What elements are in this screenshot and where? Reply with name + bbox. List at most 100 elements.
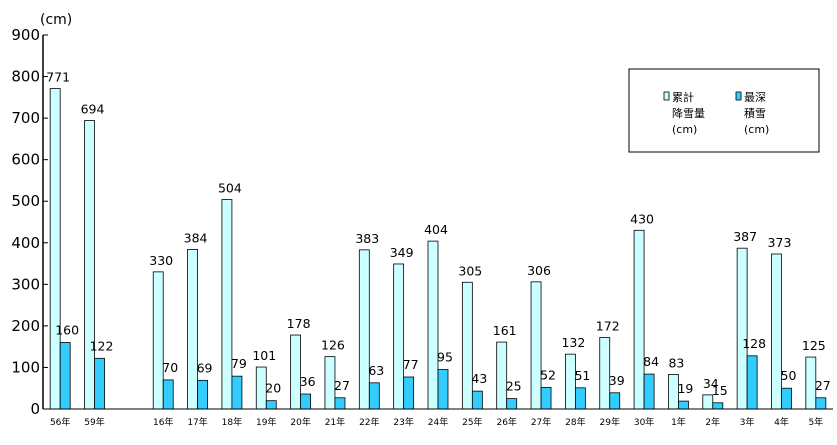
data-label-cumulative-snowfall: 178 bbox=[287, 316, 311, 331]
category-label: 17年 bbox=[187, 416, 207, 428]
category-label: 21年 bbox=[325, 416, 345, 428]
data-label-max-snow-depth: 19 bbox=[677, 381, 693, 396]
data-label-max-snow-depth: 27 bbox=[815, 378, 831, 393]
legend-label: (cm) bbox=[672, 123, 697, 136]
category-label: 2年 bbox=[705, 416, 720, 428]
legend-box bbox=[628, 68, 820, 153]
category-label: 24年 bbox=[428, 416, 448, 428]
bar-max-snow-depth bbox=[471, 390, 483, 410]
bar-cumulative-snowfall bbox=[633, 229, 645, 410]
data-label-max-snow-depth: 84 bbox=[643, 354, 659, 369]
legend-swatch-max-snow-depth bbox=[735, 91, 742, 101]
data-label-cumulative-snowfall: 101 bbox=[252, 348, 276, 363]
bar-max-snow-depth bbox=[643, 373, 655, 410]
category-label: 16年 bbox=[153, 416, 173, 428]
category-label: 4年 bbox=[774, 416, 789, 428]
data-label-max-snow-depth: 77 bbox=[403, 357, 419, 372]
bar-max-snow-depth bbox=[678, 400, 689, 410]
legend-label: 累計 bbox=[672, 90, 694, 104]
data-label-cumulative-snowfall: 504 bbox=[218, 181, 242, 196]
bar-max-snow-depth bbox=[609, 392, 621, 410]
data-label-cumulative-snowfall: 387 bbox=[733, 229, 757, 244]
category-label: 30年 bbox=[634, 416, 654, 428]
y-tick-label: 900 bbox=[11, 26, 40, 44]
bar-cumulative-snowfall bbox=[736, 247, 748, 410]
data-label-cumulative-snowfall: 771 bbox=[46, 70, 70, 85]
data-label-cumulative-snowfall: 305 bbox=[458, 263, 482, 278]
legend-swatch-cumulative-snowfall bbox=[663, 91, 670, 101]
data-label-max-snow-depth: 69 bbox=[197, 360, 213, 375]
data-label-max-snow-depth: 51 bbox=[574, 368, 590, 383]
bar-max-snow-depth bbox=[712, 402, 724, 410]
category-label: 20年 bbox=[290, 416, 310, 428]
data-label-cumulative-snowfall: 404 bbox=[424, 222, 448, 237]
bar-cumulative-snowfall bbox=[290, 334, 302, 410]
data-label-cumulative-snowfall: 694 bbox=[81, 102, 105, 117]
data-label-cumulative-snowfall: 161 bbox=[493, 323, 517, 338]
category-label: 29年 bbox=[600, 416, 620, 428]
bar-max-snow-depth bbox=[540, 386, 552, 410]
bar-max-snow-depth bbox=[231, 375, 243, 410]
data-labels: 771 160 694 122 330 70 384 69 504 79 101 20 178 36 126… bbox=[46, 70, 831, 398]
bar-max-snow-depth bbox=[746, 355, 758, 410]
data-label-max-snow-depth: 39 bbox=[609, 373, 625, 388]
y-tick-label: 0 bbox=[30, 400, 40, 418]
y-tick-label: 400 bbox=[11, 234, 40, 252]
data-label-max-snow-depth: 95 bbox=[437, 350, 453, 365]
category-label: 23年 bbox=[393, 416, 413, 428]
data-label-max-snow-depth: 43 bbox=[471, 371, 487, 386]
data-label-max-snow-depth: 25 bbox=[506, 379, 522, 394]
y-tick-label: 800 bbox=[11, 68, 40, 86]
y-tick-label: 100 bbox=[11, 358, 40, 376]
bar-max-snow-depth bbox=[197, 379, 208, 410]
data-label-max-snow-depth: 79 bbox=[231, 356, 247, 371]
bar-max-snow-depth bbox=[403, 376, 415, 410]
data-label-cumulative-snowfall: 430 bbox=[630, 211, 654, 226]
data-label-max-snow-depth: 50 bbox=[781, 368, 797, 383]
bar-cumulative-snowfall bbox=[771, 253, 782, 410]
category-label: 56年 bbox=[50, 416, 70, 428]
data-label-max-snow-depth: 160 bbox=[55, 323, 79, 338]
y-tick-label: 600 bbox=[11, 151, 40, 169]
data-label-cumulative-snowfall: 349 bbox=[390, 245, 414, 260]
bar-max-snow-depth bbox=[437, 369, 449, 410]
bar-max-snow-depth bbox=[815, 397, 827, 410]
bars bbox=[49, 88, 827, 410]
data-label-cumulative-snowfall: 383 bbox=[355, 231, 379, 246]
category-label: 26年 bbox=[496, 416, 516, 428]
category-label: 18年 bbox=[222, 416, 242, 428]
legend-label: 降雪量 bbox=[672, 106, 705, 120]
bar-cumulative-snowfall bbox=[530, 281, 542, 410]
bar-max-snow-depth bbox=[334, 397, 346, 410]
category-labels: 56年 59年 16年 17年 18年 19年 20年 21年 22年 23年 24年 25年 26年 2… bbox=[50, 416, 823, 428]
bar-max-snow-depth bbox=[94, 357, 105, 410]
y-axis-ticks: 0 100 200 300 400 500 600 700 800 900 bbox=[11, 26, 48, 418]
category-label: 1年 bbox=[671, 416, 686, 428]
bar-max-snow-depth bbox=[162, 379, 174, 410]
category-label: 27年 bbox=[531, 416, 551, 428]
category-label: 3年 bbox=[740, 416, 755, 428]
y-tick-label: 200 bbox=[11, 317, 40, 335]
bar-max-snow-depth bbox=[59, 342, 71, 410]
bar-cumulative-snowfall bbox=[49, 88, 61, 410]
category-label: 22年 bbox=[359, 416, 379, 428]
category-label: 59年 bbox=[84, 416, 104, 428]
data-label-cumulative-snowfall: 126 bbox=[321, 338, 345, 353]
legend-label: 最深 bbox=[744, 91, 766, 104]
bar-cumulative-snowfall bbox=[187, 249, 198, 410]
data-label-cumulative-snowfall: 373 bbox=[768, 235, 792, 250]
category-label: 19年 bbox=[256, 416, 276, 428]
data-label-cumulative-snowfall: 306 bbox=[527, 263, 551, 278]
legend-label: 積雪 bbox=[744, 106, 766, 120]
data-label-max-snow-depth: 52 bbox=[540, 367, 556, 382]
y-tick-label: 300 bbox=[11, 275, 40, 293]
bar-max-snow-depth bbox=[574, 387, 586, 410]
bar-cumulative-snowfall bbox=[84, 120, 95, 410]
data-label-max-snow-depth: 15 bbox=[712, 383, 728, 398]
bar-max-snow-depth bbox=[506, 398, 518, 410]
y-tick-label: 500 bbox=[11, 192, 40, 210]
data-label-cumulative-snowfall: 132 bbox=[561, 335, 585, 350]
data-label-max-snow-depth: 128 bbox=[742, 336, 766, 351]
bar-cumulative-snowfall bbox=[393, 263, 405, 410]
